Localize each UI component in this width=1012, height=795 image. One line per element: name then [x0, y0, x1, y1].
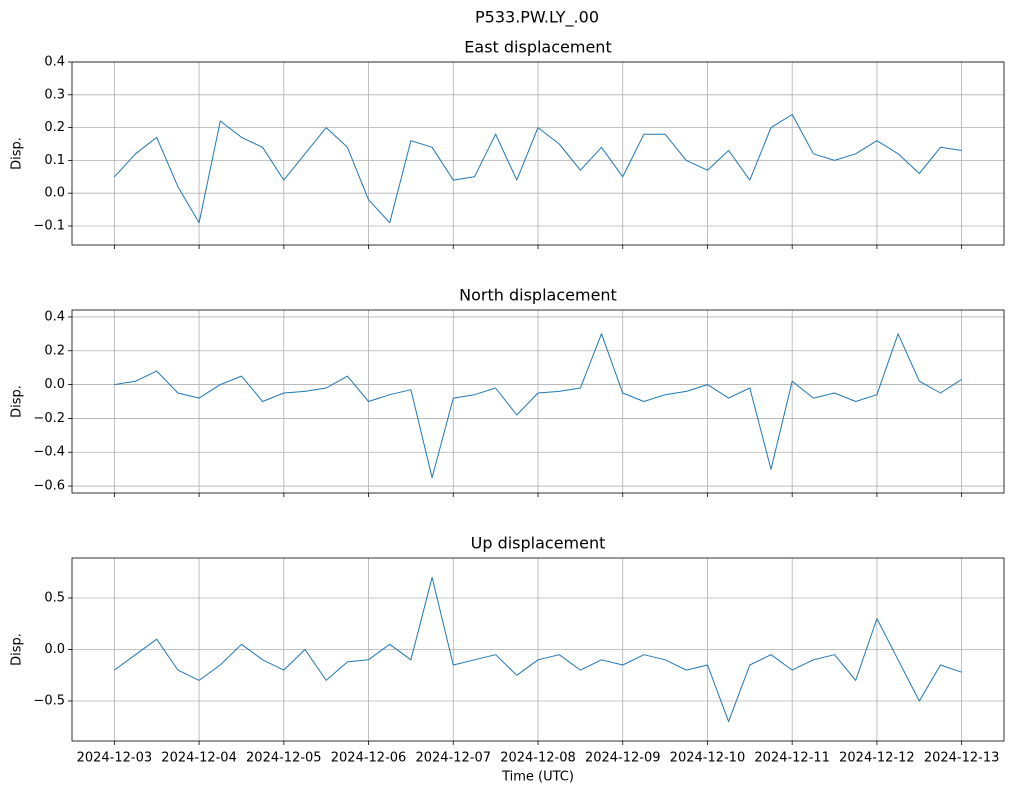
y-tick-label: 0.2	[44, 120, 65, 135]
x-axis-label: Time (UTC)	[501, 770, 574, 785]
y-tick-label: 0.4	[44, 55, 65, 70]
x-tick-label: 2024-12-04	[161, 751, 237, 766]
x-tick-label: 2024-12-06	[331, 751, 407, 766]
subplot-title: East displacement	[464, 38, 611, 57]
x-tick-label: 2024-12-10	[670, 751, 746, 766]
x-tick-label: 2024-12-05	[246, 751, 322, 766]
y-tick-label: 0.0	[44, 377, 65, 392]
y-axis-label: Disp.	[10, 137, 25, 170]
y-tick-label: −0.4	[33, 445, 65, 460]
x-tick-label: 2024-12-09	[585, 751, 661, 766]
y-tick-label: 0.2	[44, 343, 65, 358]
x-tick-label: 2024-12-11	[754, 751, 830, 766]
y-tick-label: −0.5	[33, 694, 65, 709]
y-tick-label: −0.1	[33, 218, 65, 233]
figure-title: P533.PW.LY_.00	[475, 8, 599, 28]
x-tick-label: 2024-12-13	[924, 751, 1000, 766]
axes-frame	[71, 61, 1005, 246]
data-line	[114, 114, 962, 224]
data-line	[114, 576, 962, 723]
y-tick-label: 0.5	[44, 590, 65, 605]
y-axis-label: Disp.	[10, 633, 25, 666]
data-line	[114, 333, 962, 479]
y-tick-label: 0.4	[44, 309, 65, 324]
x-tick-label: 2024-12-12	[839, 751, 915, 766]
x-tick-label: 2024-12-07	[415, 751, 491, 766]
axes-frame	[71, 557, 1005, 742]
y-tick-label: −0.2	[33, 411, 65, 426]
subplot-title: North displacement	[459, 286, 617, 305]
axes-frame	[71, 309, 1005, 494]
x-tick-label: 2024-12-08	[500, 751, 576, 766]
y-tick-label: 0.3	[44, 87, 65, 102]
x-tick-label: 2024-12-03	[77, 751, 153, 766]
y-tick-label: 0.0	[44, 642, 65, 657]
y-tick-label: 0.1	[44, 153, 65, 168]
subplot-title: Up displacement	[471, 534, 606, 553]
y-tick-label: 0.0	[44, 186, 65, 201]
y-axis-label: Disp.	[10, 385, 25, 418]
y-tick-label: −0.6	[33, 479, 65, 494]
